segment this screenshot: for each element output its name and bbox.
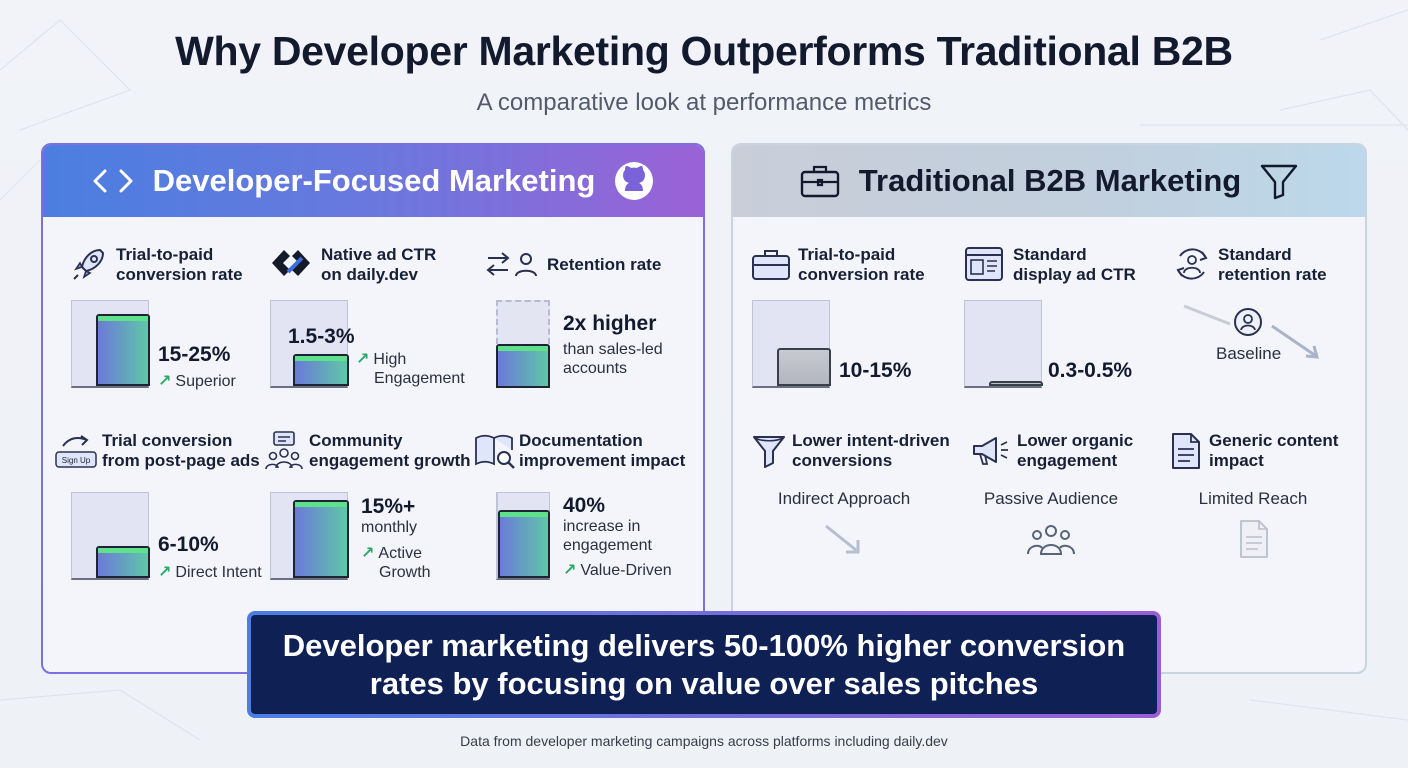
dev-metric-3-bar-fill — [496, 344, 550, 388]
dev-metric-2-bar-fill — [293, 353, 349, 386]
trad-metric-2-bar-fill — [989, 380, 1043, 386]
down-right-arrow-icon — [825, 524, 860, 554]
developer-panel-header: Developer-Focused Marketing — [43, 145, 703, 217]
up-arrow-icon: ↗ — [158, 373, 172, 390]
dev-metric-5-value-sub: monthly — [361, 519, 418, 536]
user-circle-icon — [1234, 308, 1262, 336]
dev-metric-1-value: 15-25% — [158, 343, 231, 366]
dev-metric-1-bar — [71, 300, 150, 388]
dev-metric-4-bar-fill — [96, 545, 150, 578]
page-title: Why Developer Marketing Outperforms Trad… — [175, 28, 1233, 74]
developer-marketing-panel: Developer-Focused Marketing — [41, 143, 705, 674]
briefcase-icon — [800, 165, 839, 198]
dev-metric-3-value: 2x higher — [563, 312, 657, 335]
dev-metric-1-bar-fill — [96, 313, 150, 386]
trad-metric-5-label: Lower organic engagement — [1017, 431, 1134, 470]
github-icon — [615, 162, 654, 200]
up-arrow-icon: ↗ — [158, 564, 172, 581]
trad-metric-1-value: 10-15% — [839, 359, 912, 382]
summary-line-1: Developer marketing delivers 50-100% hig… — [282, 627, 1126, 663]
dev-metric-5-label: Community engagement growth — [309, 431, 471, 470]
traditional-marketing-panel: Traditional B2B Marketing — [731, 143, 1367, 674]
dev-metric-6-label: Documentation improvement impact — [519, 431, 686, 470]
dev-metric-1-note: ↗ Superior — [158, 373, 236, 390]
dev-metric-2-label: Native ad CTR on daily.dev — [321, 245, 437, 284]
trad-metric-3-value: Baseline — [1216, 344, 1282, 363]
briefcase-icon — [752, 250, 790, 280]
dev-metric-3-label: Retention rate — [547, 255, 662, 274]
source-footnote: Data from developer marketing campaigns … — [460, 733, 948, 749]
trad-metric-1-bar — [752, 300, 831, 388]
document-icon — [1172, 433, 1200, 469]
up-arrow-icon: ↗ — [361, 545, 375, 562]
trad-metric-4-caption: Indirect Approach — [777, 489, 911, 508]
book-search-icon — [475, 434, 515, 469]
dev-metric-2-note: ↗ High Engagement — [356, 351, 465, 387]
trad-metric-4-label: Lower intent-driven conversions — [792, 431, 950, 470]
transfer-user-icon — [486, 252, 537, 277]
up-arrow-icon: ↗ — [356, 351, 370, 368]
funnel-icon — [753, 436, 785, 468]
trad-metric-2-value: 0.3-0.5% — [1048, 359, 1133, 382]
dev-metric-5-bar — [270, 492, 349, 580]
traditional-panel-title: Traditional B2B Marketing — [858, 163, 1242, 198]
dev-metric-3-note: than sales-led accounts — [563, 341, 663, 377]
dev-metric-5-note: ↗ Active Growth — [361, 545, 431, 581]
summary-banner: Developer marketing delivers 50-100% hig… — [247, 611, 1161, 718]
trad-metric-2-bar — [964, 300, 1043, 388]
dev-metric-2-bar — [270, 300, 349, 388]
group-people-icon — [1027, 525, 1075, 555]
dev-metric-4-label: Trial conversion from post-page ads — [102, 431, 260, 470]
trad-metric-6-caption: Limited Reach — [1198, 489, 1308, 508]
trad-metric-1-bar-fill — [777, 347, 831, 386]
dev-metric-5-value: 15%+ — [361, 495, 416, 518]
dev-metric-5-bar-fill — [293, 499, 349, 578]
megaphone-icon — [973, 437, 1008, 465]
trad-metric-1-label: Trial-to-paid conversion rate — [798, 245, 925, 284]
svg-text:Sign Up: Sign Up — [62, 456, 91, 465]
dev-metric-1-label: Trial-to-paid conversion rate — [116, 245, 243, 284]
community-chat-icon — [265, 431, 303, 470]
trad-metric-3-label: Standard retention rate — [1218, 245, 1327, 284]
downtrend-arrow-icon — [1183, 304, 1320, 359]
dev-metric-4-value: 6-10% — [158, 533, 219, 556]
dev-metric-4-note: ↗ Direct Intent — [158, 564, 262, 581]
trad-metric-5-caption: Passive Audience — [983, 489, 1119, 508]
daily-dev-logo-icon — [272, 250, 310, 276]
rocket-icon — [73, 248, 105, 280]
dev-metric-6-value-sub: increase in engagement — [563, 518, 652, 554]
traditional-panel-header: Traditional B2B Marketing — [733, 145, 1365, 217]
code-brackets-icon — [93, 169, 133, 193]
dev-metric-6-bar-fill — [498, 510, 550, 578]
summary-line-2: rates by focusing on value over sales pi… — [369, 665, 1039, 701]
trad-metric-2-label: Standard display ad CTR — [1013, 245, 1136, 284]
page-subtitle: A comparative look at performance metric… — [476, 89, 932, 116]
developer-panel-title: Developer-Focused Marketing — [152, 163, 596, 198]
funnel-icon — [1261, 164, 1298, 200]
browser-window-icon — [965, 247, 1003, 281]
faded-document-icon — [1240, 520, 1268, 558]
dev-metric-4-bar — [71, 492, 150, 580]
dev-metric-6-bar — [496, 492, 550, 580]
refresh-user-icon — [1176, 248, 1208, 280]
dev-metric-2-value: 1.5-3% — [288, 325, 355, 348]
dev-metric-3-bar — [496, 300, 550, 388]
trad-metric-6-label: Generic content impact — [1209, 431, 1339, 470]
dev-metric-6-value: 40% — [563, 494, 606, 517]
dev-metric-6-note: ↗ Value-Driven — [563, 562, 672, 579]
sign-up-arrow-icon: Sign Up — [55, 435, 97, 468]
up-arrow-icon: ↗ — [563, 562, 577, 579]
